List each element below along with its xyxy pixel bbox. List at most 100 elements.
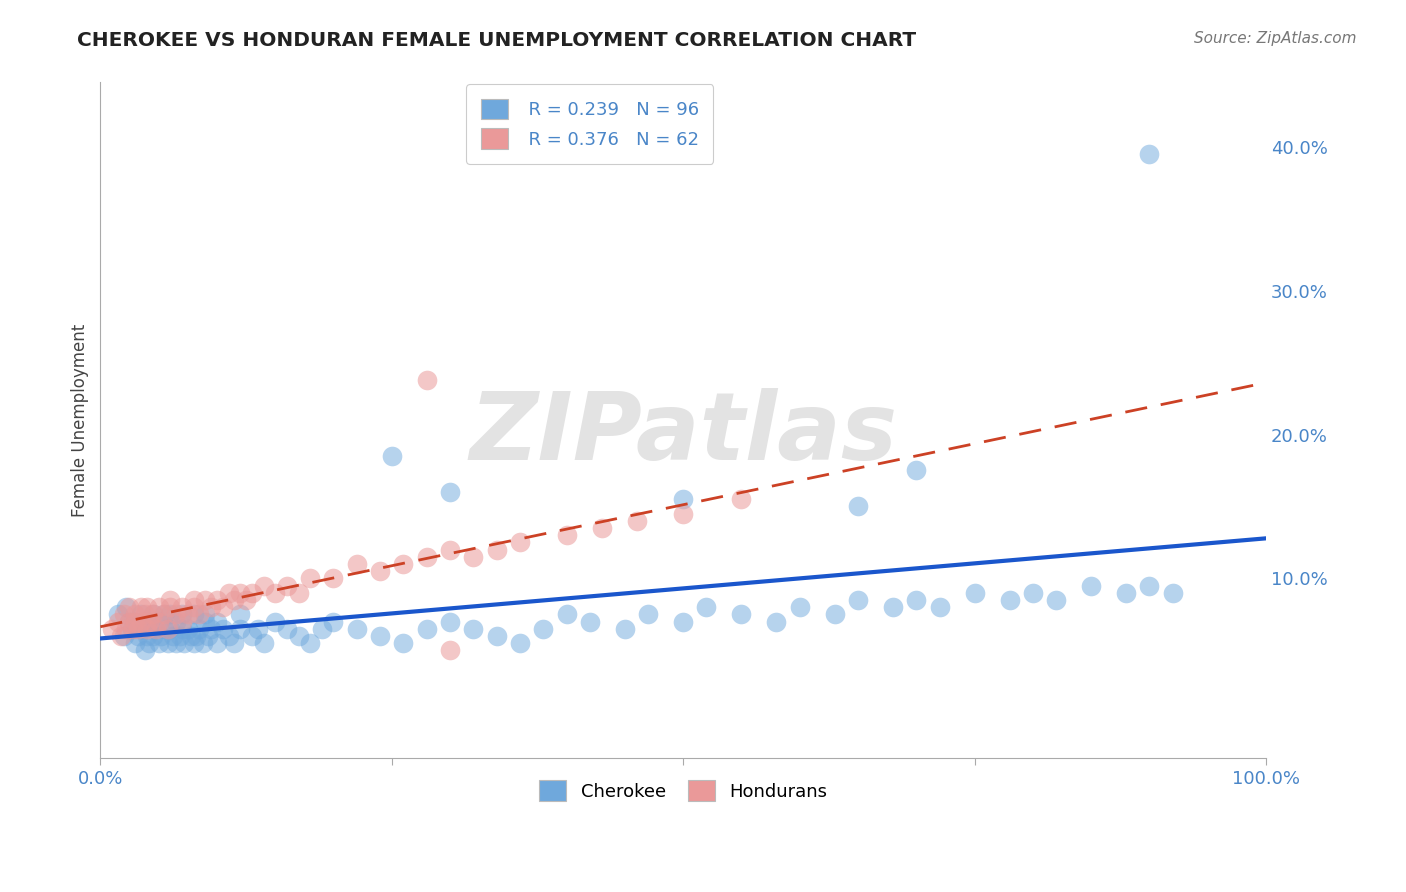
Point	[205, 636, 228, 650]
Point	[115, 600, 138, 615]
Point	[124, 615, 146, 629]
Point	[463, 622, 485, 636]
Point	[169, 629, 191, 643]
Point	[509, 636, 531, 650]
Point	[322, 615, 344, 629]
Point	[138, 636, 160, 650]
Point	[184, 629, 207, 643]
Point	[311, 622, 333, 636]
Legend: Cherokee, Hondurans: Cherokee, Hondurans	[527, 767, 839, 814]
Point	[264, 615, 287, 629]
Point	[252, 636, 274, 650]
Point	[439, 643, 461, 657]
Point	[162, 629, 184, 643]
Point	[224, 593, 246, 607]
Point	[439, 542, 461, 557]
Point	[346, 622, 368, 636]
Point	[200, 622, 222, 636]
Point	[165, 636, 187, 650]
Point	[177, 607, 200, 622]
Point	[299, 636, 322, 650]
Point	[730, 607, 752, 622]
Point	[1045, 593, 1067, 607]
Point	[299, 571, 322, 585]
Point	[115, 622, 138, 636]
Point	[439, 485, 461, 500]
Point	[368, 629, 391, 643]
Point	[197, 629, 219, 643]
Point	[322, 571, 344, 585]
Point	[170, 615, 193, 629]
Point	[194, 615, 217, 629]
Point	[129, 607, 152, 622]
Point	[148, 636, 170, 650]
Point	[153, 607, 176, 622]
Point	[170, 607, 193, 622]
Point	[136, 629, 159, 643]
Point	[392, 636, 415, 650]
Point	[173, 636, 195, 650]
Point	[142, 629, 165, 643]
Point	[159, 600, 181, 615]
Point	[637, 607, 659, 622]
Point	[789, 600, 811, 615]
Point	[963, 586, 986, 600]
Point	[1080, 579, 1102, 593]
Point	[170, 622, 193, 636]
Text: ZIPatlas: ZIPatlas	[470, 388, 897, 480]
Point	[287, 586, 309, 600]
Point	[1022, 586, 1045, 600]
Point	[107, 615, 129, 629]
Point	[626, 514, 648, 528]
Point	[416, 373, 439, 387]
Point	[240, 586, 263, 600]
Point	[672, 507, 695, 521]
Point	[211, 622, 233, 636]
Point	[416, 549, 439, 564]
Point	[118, 615, 141, 629]
Point	[165, 607, 187, 622]
Point	[905, 593, 928, 607]
Point	[194, 607, 217, 622]
Point	[287, 629, 309, 643]
Point	[153, 622, 176, 636]
Point	[183, 607, 205, 622]
Point	[183, 636, 205, 650]
Point	[846, 593, 869, 607]
Point	[138, 615, 160, 629]
Point	[211, 600, 233, 615]
Point	[142, 607, 165, 622]
Point	[416, 622, 439, 636]
Point	[156, 622, 179, 636]
Point	[153, 607, 176, 622]
Point	[240, 629, 263, 643]
Point	[229, 607, 252, 622]
Point	[276, 579, 298, 593]
Point	[224, 636, 246, 650]
Text: CHEROKEE VS HONDURAN FEMALE UNEMPLOYMENT CORRELATION CHART: CHEROKEE VS HONDURAN FEMALE UNEMPLOYMENT…	[77, 31, 917, 50]
Point	[136, 622, 159, 636]
Point	[998, 593, 1021, 607]
Point	[112, 629, 135, 643]
Point	[485, 542, 508, 557]
Point	[672, 615, 695, 629]
Point	[463, 549, 485, 564]
Point	[1115, 586, 1137, 600]
Point	[145, 622, 167, 636]
Point	[180, 629, 202, 643]
Point	[485, 629, 508, 643]
Point	[252, 579, 274, 593]
Point	[1139, 146, 1161, 161]
Point	[235, 593, 257, 607]
Point	[205, 593, 228, 607]
Point	[439, 615, 461, 629]
Point	[159, 622, 181, 636]
Point	[613, 622, 636, 636]
Point	[136, 600, 159, 615]
Point	[127, 629, 149, 643]
Point	[110, 629, 132, 643]
Point	[218, 586, 240, 600]
Point	[148, 615, 170, 629]
Point	[159, 607, 181, 622]
Point	[264, 586, 287, 600]
